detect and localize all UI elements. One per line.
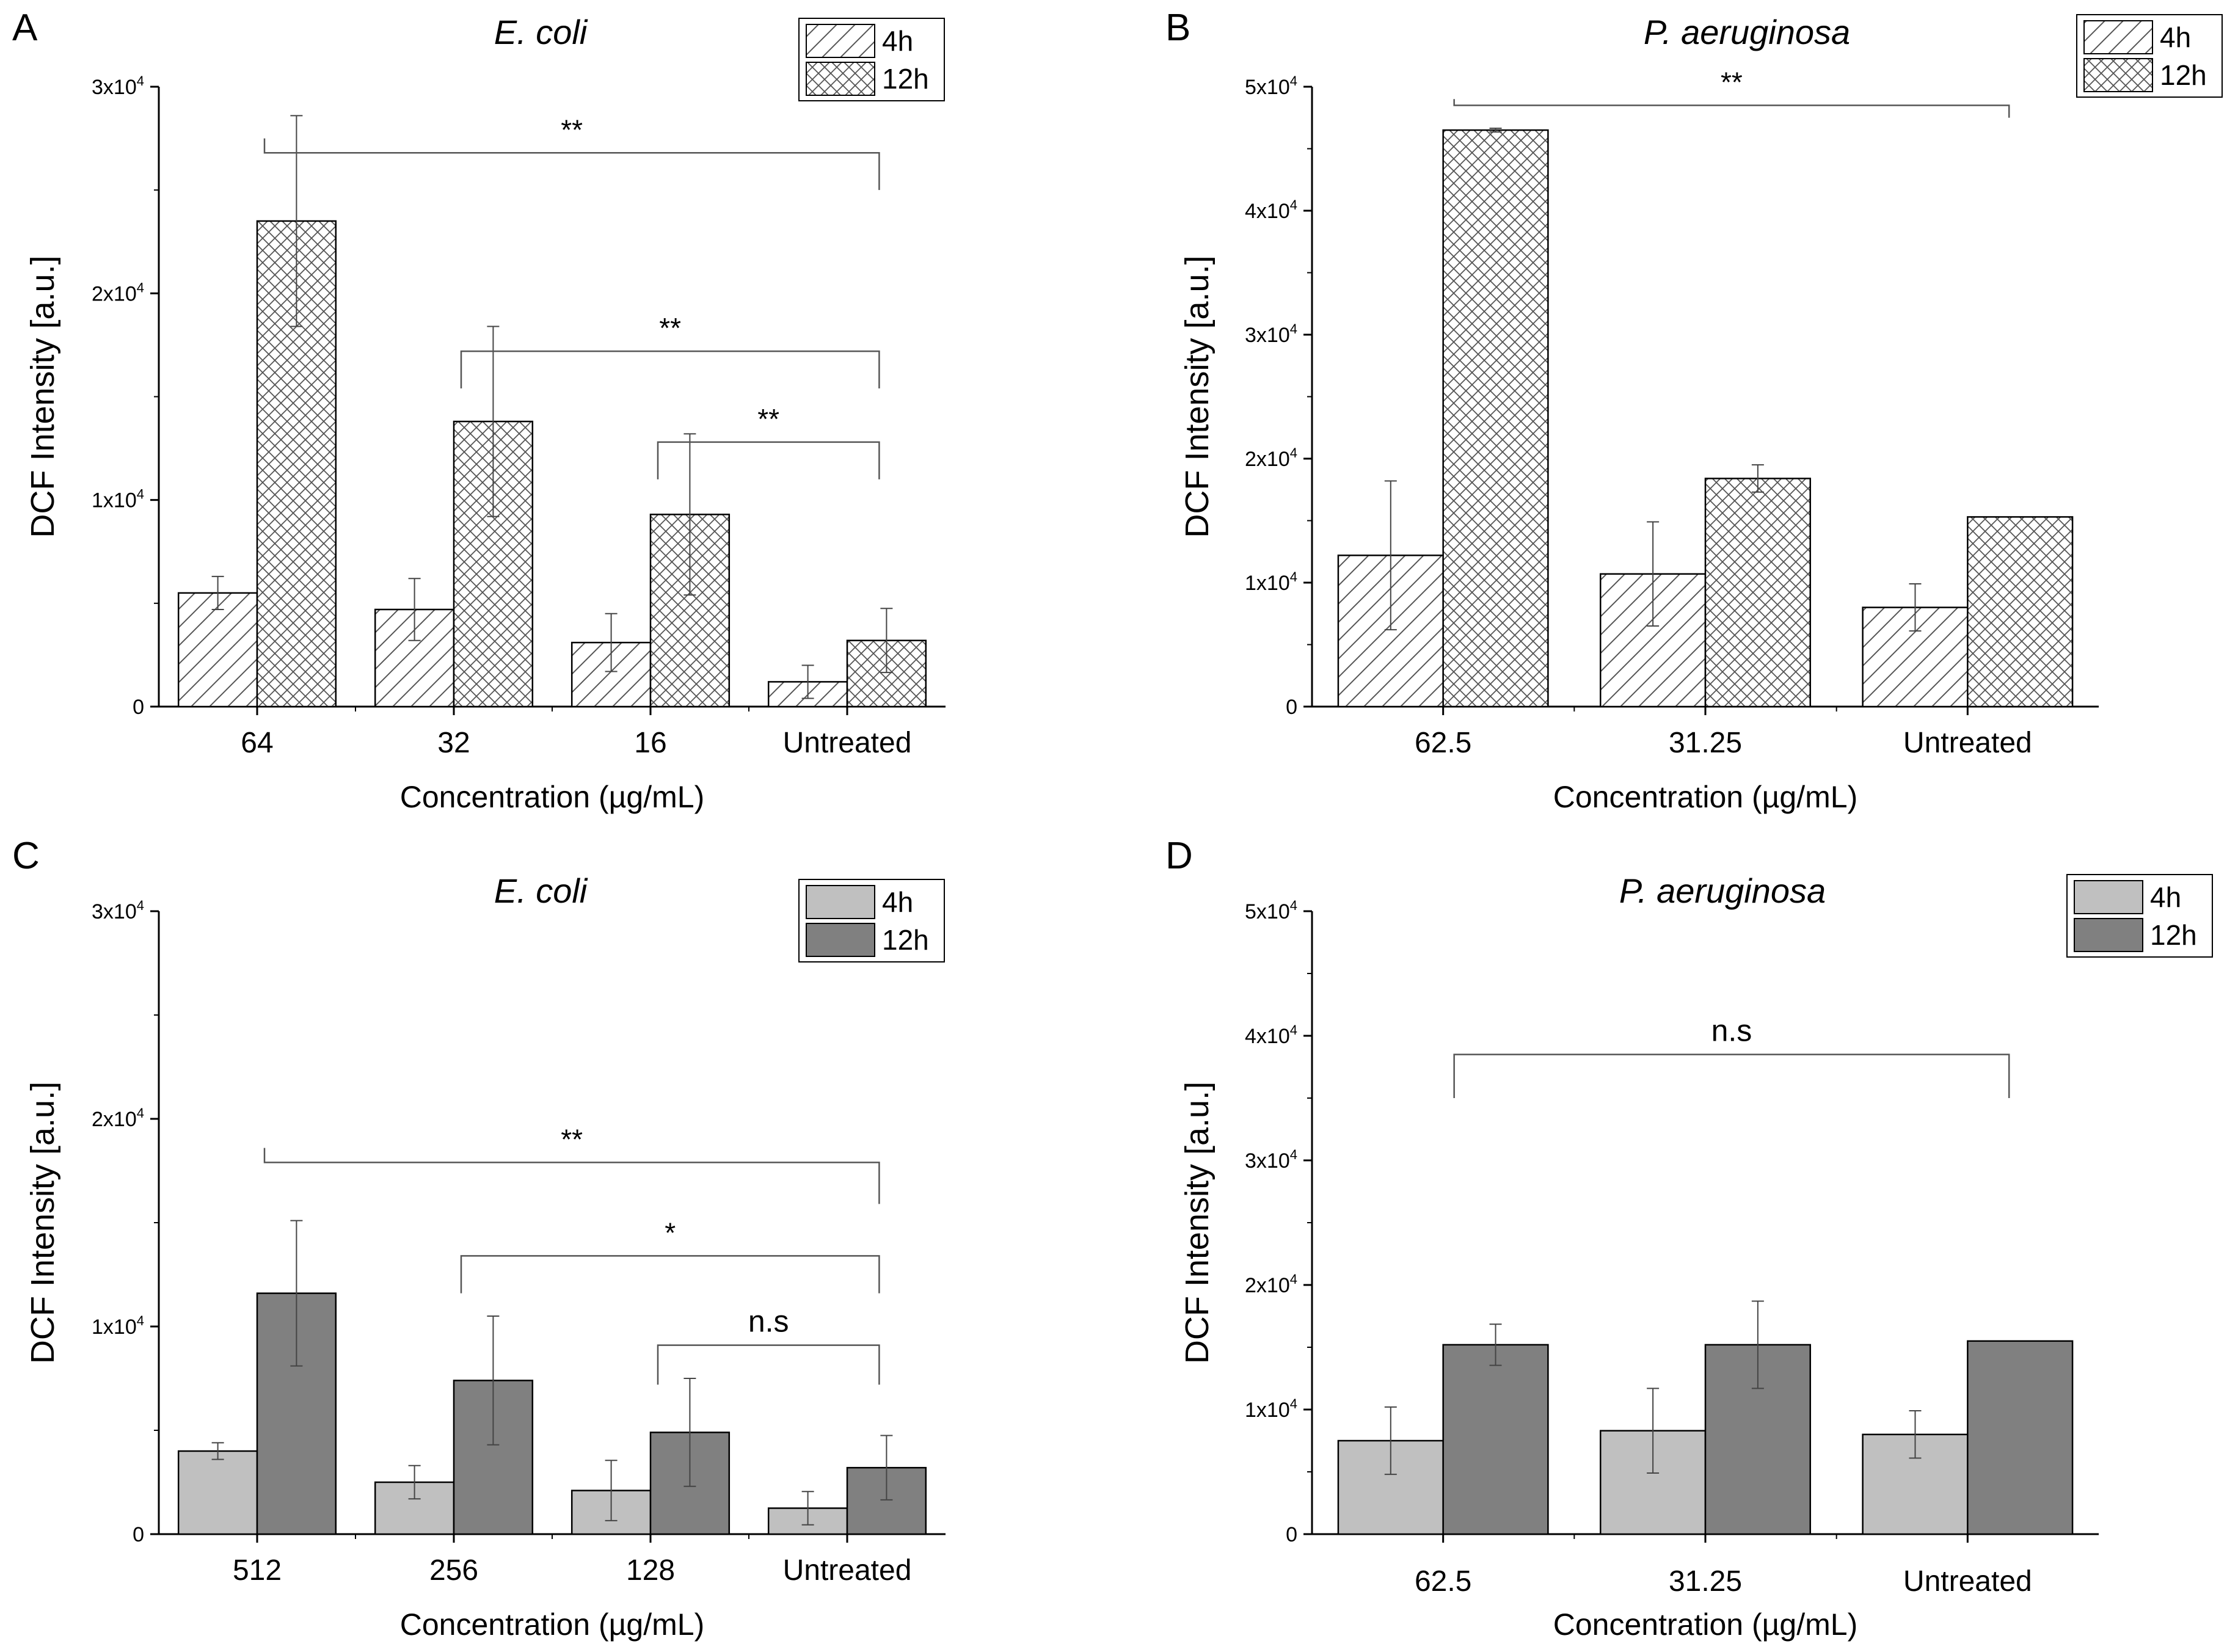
bar-12h-Untreated: [1967, 1340, 2074, 1535]
x-axis-label: Concentration (µg/mL): [400, 780, 704, 814]
y-tick-label: 2x104: [1245, 445, 1297, 471]
legend-swatch-4h: [2083, 20, 2153, 54]
y-tick-label: 0: [133, 1523, 144, 1546]
chart-title: P. aeruginosa: [1619, 871, 1826, 910]
y-tick-label: 1x104: [92, 487, 144, 512]
legend-label-4h: 4h: [2150, 881, 2181, 913]
panel-c: C E. coli DCF Intensity [a.u.] Concentratio…: [12, 835, 946, 1642]
legend-swatch-4h: [2074, 880, 2143, 914]
significance-bracket: [1453, 99, 2010, 118]
legend-label-12h: 12h: [2160, 59, 2207, 91]
legend-label-4h: 4h: [882, 886, 913, 918]
y-axis-label: DCF Intensity [a.u.]: [24, 1082, 61, 1364]
x-tick-label: 31.25: [1669, 727, 1742, 759]
legend-label-4h: 4h: [2160, 21, 2191, 53]
y-tick-label: 1x104: [1245, 569, 1297, 595]
significance-label: **: [659, 312, 681, 344]
x-axis-label: Concentration (µg/mL): [400, 1607, 704, 1642]
y-tick-label: 1x104: [92, 1313, 144, 1339]
panel-d: D P. aeruginosa DCF Intensity [a.u.] Concen…: [1165, 835, 2213, 1642]
significance-bracket: [263, 138, 880, 191]
y-tick-label: 5x104: [1245, 898, 1297, 923]
y-tick-label: 1x104: [1245, 1396, 1297, 1422]
y-tick-label: 3x104: [1245, 1147, 1297, 1173]
y-tick-label: 3x104: [1245, 321, 1297, 347]
x-tick-label: 62.5: [1415, 1565, 1471, 1598]
legend-swatch-12h: [806, 923, 875, 957]
chart-title: E. coli: [494, 871, 588, 910]
bar-12h-Untreated: [1967, 516, 2074, 708]
panel-b: B P. aeruginosa DCF Intensity [a.u.] Concen…: [1165, 7, 2223, 814]
x-tick-label: Untreated: [783, 727, 912, 759]
significance-label: **: [561, 114, 583, 145]
significance-bracket: [263, 1148, 880, 1204]
panel-letter: D: [1165, 835, 1193, 877]
significance-bracket: [460, 350, 880, 388]
significance-bracket: [460, 1255, 880, 1294]
bar-12h-62.5: [1442, 129, 1549, 708]
legend-label-12h: 12h: [882, 63, 929, 95]
significance-label: *: [665, 1217, 676, 1248]
significance-label: **: [1721, 66, 1743, 98]
x-tick-label: 64: [241, 727, 273, 759]
x-tick-label: 31.25: [1669, 1565, 1742, 1598]
y-tick-label: 0: [1286, 1523, 1297, 1546]
y-axis-label: DCF Intensity [a.u.]: [1179, 1082, 1216, 1364]
x-tick-label: 256: [429, 1554, 478, 1587]
significance-bracket: [1453, 1053, 2010, 1098]
legend-swatch-4h: [806, 24, 875, 58]
bar-12h-62.5: [1442, 1344, 1549, 1535]
x-tick-label: 62.5: [1415, 727, 1471, 759]
panel-a: A E. coli DCF Intensity [a.u.] Concentratio…: [12, 7, 946, 814]
significance-label: n.s: [748, 1304, 789, 1339]
x-tick-label: 16: [634, 727, 666, 759]
y-tick-label: 3x104: [92, 898, 144, 923]
y-tick-label: 2x104: [1245, 1272, 1297, 1297]
x-tick-label: 128: [626, 1554, 675, 1587]
significance-bracket: [657, 1344, 880, 1385]
x-tick-label: Untreated: [1903, 727, 2032, 759]
chart-title: E. coli: [494, 13, 588, 51]
y-axis-label: DCF Intensity [a.u.]: [1179, 255, 1216, 537]
x-tick-label: Untreated: [1903, 1565, 2032, 1598]
panel-letter: C: [12, 835, 40, 877]
significance-bracket: [657, 441, 880, 479]
x-tick-label: 32: [437, 727, 470, 759]
significance-label: **: [561, 1123, 583, 1155]
bar-4h-512: [177, 1450, 258, 1535]
y-tick-label: 3x104: [92, 73, 144, 99]
y-tick-label: 2x104: [92, 1105, 144, 1131]
x-tick-label: Untreated: [783, 1554, 912, 1587]
significance-label: **: [757, 403, 779, 435]
y-tick-label: 4x104: [1245, 197, 1297, 223]
chart-title: P. aeruginosa: [1644, 13, 1850, 51]
y-tick-label: 4x104: [1245, 1022, 1297, 1048]
significance-label: n.s: [1711, 1014, 1752, 1048]
y-tick-label: 0: [133, 696, 144, 719]
panel-letter: B: [1165, 7, 1190, 49]
legend-swatch-12h: [806, 62, 875, 96]
bar-12h-31.25: [1704, 478, 1811, 708]
x-axis-label: Concentration (µg/mL): [1553, 780, 1857, 814]
y-axis-label: DCF Intensity [a.u.]: [24, 255, 61, 537]
y-tick-label: 5x104: [1245, 73, 1297, 99]
y-tick-label: 0: [1286, 696, 1297, 719]
legend-swatch-12h: [2074, 918, 2143, 952]
panel-letter: A: [12, 7, 38, 49]
y-tick-label: 2x104: [92, 280, 144, 305]
legend-label-12h: 12h: [882, 924, 929, 956]
x-axis-label: Concentration (µg/mL): [1553, 1607, 1857, 1642]
x-tick-label: 512: [233, 1554, 282, 1587]
legend-swatch-12h: [2083, 58, 2153, 92]
legend-label-12h: 12h: [2150, 919, 2197, 951]
legend-swatch-4h: [806, 885, 875, 919]
legend-label-4h: 4h: [882, 25, 913, 57]
